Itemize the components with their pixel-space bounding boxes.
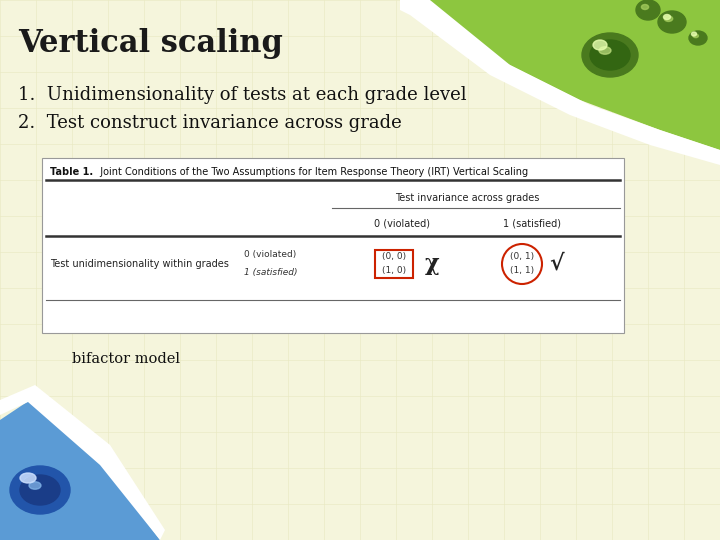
- Text: (1, 0): (1, 0): [382, 267, 406, 275]
- Ellipse shape: [636, 0, 660, 20]
- Text: 1.  Unidimensionality of tests at each grade level: 1. Unidimensionality of tests at each gr…: [18, 86, 467, 104]
- FancyBboxPatch shape: [375, 250, 413, 278]
- Ellipse shape: [20, 475, 60, 505]
- Ellipse shape: [590, 40, 630, 70]
- Text: 1 (satisfied): 1 (satisfied): [503, 219, 561, 229]
- Ellipse shape: [689, 31, 707, 45]
- Text: Table 1.: Table 1.: [50, 167, 93, 177]
- Text: Test unidimensionality within grades: Test unidimensionality within grades: [50, 259, 229, 269]
- Text: 2.  Test construct invariance across grade: 2. Test construct invariance across grad…: [18, 114, 402, 132]
- Polygon shape: [0, 400, 160, 540]
- Ellipse shape: [642, 4, 649, 10]
- Ellipse shape: [10, 466, 70, 514]
- Ellipse shape: [693, 34, 698, 38]
- Text: (0, 0): (0, 0): [382, 253, 406, 261]
- Text: bifactor model: bifactor model: [72, 352, 180, 366]
- Ellipse shape: [595, 43, 611, 54]
- Text: Joint Conditions of the Two Assumptions for Item Response Theory (IRT) Vertical : Joint Conditions of the Two Assumptions …: [94, 167, 528, 177]
- Text: 0 (violated): 0 (violated): [374, 219, 430, 229]
- Ellipse shape: [691, 32, 696, 36]
- Ellipse shape: [582, 33, 638, 77]
- Ellipse shape: [658, 11, 686, 33]
- Text: 1 (satisfied): 1 (satisfied): [244, 268, 297, 278]
- Polygon shape: [400, 0, 720, 165]
- Text: Test invariance across grades: Test invariance across grades: [395, 193, 539, 203]
- Polygon shape: [430, 0, 720, 150]
- Polygon shape: [0, 385, 165, 540]
- Text: χ: χ: [425, 253, 439, 275]
- Ellipse shape: [24, 477, 42, 489]
- Text: √: √: [549, 253, 564, 275]
- Ellipse shape: [664, 15, 670, 19]
- Text: Vertical scaling: Vertical scaling: [18, 28, 283, 59]
- Ellipse shape: [20, 473, 36, 483]
- Text: (1, 1): (1, 1): [510, 267, 534, 275]
- Ellipse shape: [593, 40, 607, 50]
- Text: 0 (violated): 0 (violated): [244, 251, 296, 260]
- Ellipse shape: [29, 482, 41, 489]
- FancyBboxPatch shape: [42, 158, 624, 333]
- Ellipse shape: [599, 47, 611, 54]
- Ellipse shape: [665, 16, 672, 22]
- Text: (0, 1): (0, 1): [510, 253, 534, 261]
